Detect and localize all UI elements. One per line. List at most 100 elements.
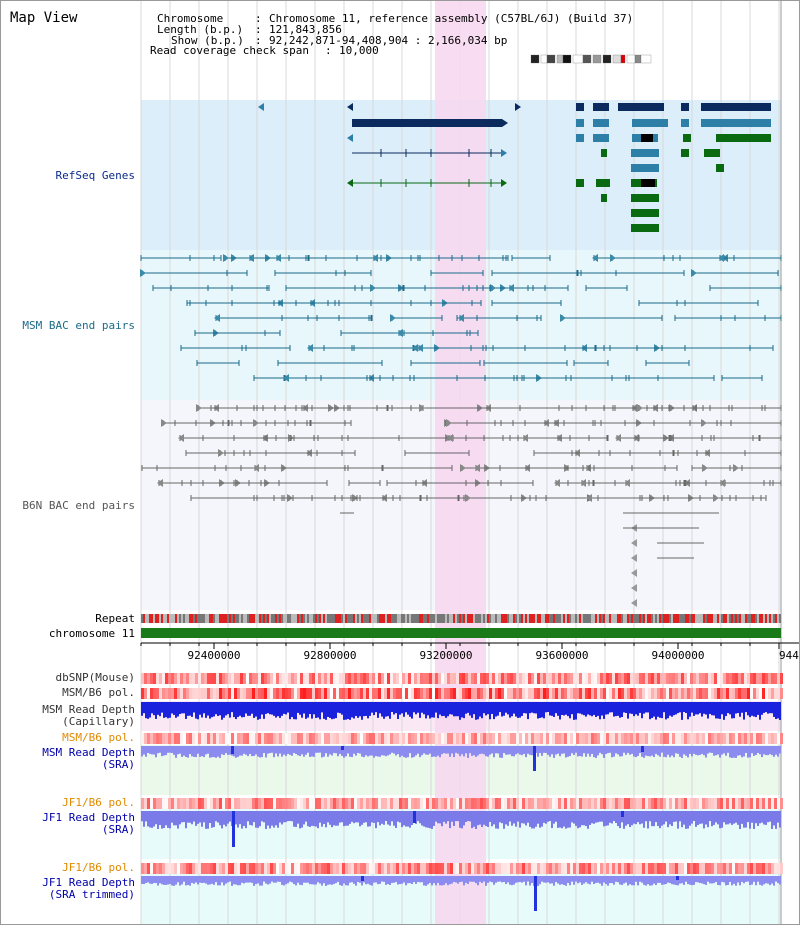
heat-cell: [399, 688, 402, 699]
heat-cell: [699, 688, 702, 699]
depth-bar: [439, 702, 441, 715]
depth-bar: [295, 702, 297, 720]
depth-bar: [771, 811, 773, 829]
heat-cell: [405, 673, 408, 684]
repeat-mark: [573, 614, 575, 623]
heat-cell: [720, 688, 723, 699]
heat-cell: [147, 688, 150, 699]
repeat-mark: [431, 614, 433, 623]
heat-cell: [720, 798, 723, 809]
heat-cell: [690, 688, 693, 699]
heat-cell: [759, 863, 762, 874]
depth-bar: [663, 876, 665, 885]
depth-bar: [161, 876, 163, 885]
depth-bar: [705, 811, 707, 825]
heat-cell: [531, 863, 534, 874]
heat-cell: [705, 733, 708, 744]
depth-bar: [147, 746, 149, 753]
heat-cell: [168, 688, 171, 699]
heat-cell: [195, 798, 198, 809]
depth-bar: [323, 876, 325, 884]
repeat-mark: [315, 614, 317, 623]
b6n-bac-track-label: B6N BAC end pairs: [22, 499, 135, 512]
heat-cell: [438, 733, 441, 744]
heat-cell: [681, 798, 684, 809]
repeat-mark: [531, 614, 533, 623]
depth-bar: [219, 811, 221, 826]
heat-cell: [483, 863, 486, 874]
depth-bar: [691, 811, 693, 824]
depth-bar: [255, 811, 257, 828]
heat-cell: [375, 733, 378, 744]
depth-bar: [557, 876, 559, 884]
heat-cell: [423, 673, 426, 684]
heat-cell: [744, 798, 747, 809]
heat-cell: [495, 798, 498, 809]
heat-cell: [558, 688, 561, 699]
depth-bar: [701, 876, 703, 884]
heat-cell: [492, 798, 495, 809]
depth-bar: [593, 811, 595, 824]
repeat-mark: [369, 614, 371, 623]
repeat-mark: [635, 614, 637, 623]
heat-cell: [579, 733, 582, 744]
repeat-mark: [227, 614, 229, 623]
depth-bar: [213, 811, 215, 828]
heat-cell: [657, 673, 660, 684]
depth-bar: [215, 702, 217, 715]
depth-bar: [349, 702, 351, 720]
heat-cell: [456, 673, 459, 684]
heat-cell: [330, 798, 333, 809]
heat-cell: [726, 733, 729, 744]
depth-bar: [317, 876, 319, 883]
heat-cell: [633, 688, 636, 699]
heat-cell: [213, 673, 216, 684]
depth-bar: [631, 702, 633, 714]
heat-cell: [150, 798, 153, 809]
depth-bar: [601, 746, 603, 755]
depth-bar: [337, 876, 339, 882]
depth-bar: [541, 702, 543, 718]
heat-cell: [510, 688, 513, 699]
repeat-mark: [627, 614, 629, 623]
heat-cell: [474, 688, 477, 699]
depth-bar: [311, 811, 313, 826]
depth-bar: [709, 876, 711, 884]
depth-bar: [311, 746, 313, 757]
depth-bar: [213, 702, 215, 717]
heat-cell: [618, 688, 621, 699]
depth-bar: [189, 702, 191, 716]
depth-bar: [599, 746, 601, 753]
heat-cell: [759, 733, 762, 744]
depth-bar: [253, 876, 255, 886]
depth-bar: [175, 746, 177, 758]
ideogram-band: [530, 54, 540, 64]
repeat-mark: [607, 614, 609, 623]
heat-cell: [408, 673, 411, 684]
heat-cell: [381, 798, 384, 809]
depth-bar: [477, 746, 479, 756]
heat-cell: [504, 733, 507, 744]
gene-block: [596, 179, 610, 187]
depth-bar: [417, 876, 419, 882]
heat-cell: [165, 673, 168, 684]
heat-cell: [480, 733, 483, 744]
depth-bar: [199, 702, 201, 715]
depth-bar: [733, 876, 735, 884]
heat-cell: [396, 863, 399, 874]
depth-bar: [753, 876, 755, 882]
depth-bar: [191, 746, 193, 757]
heat-cell: [240, 673, 243, 684]
heat-cell: [744, 688, 747, 699]
depth-bar: [283, 702, 285, 714]
heat-cell: [588, 733, 591, 744]
depth-bar: [599, 811, 601, 822]
heat-cell: [153, 673, 156, 684]
heat-cell: [633, 733, 636, 744]
coverage-value: 10,000: [339, 44, 379, 57]
depth-bar: [749, 876, 751, 886]
heat-cell: [666, 798, 669, 809]
gene-arrow: [214, 314, 220, 322]
heat-cell: [552, 798, 555, 809]
heat-cell: [225, 688, 228, 699]
